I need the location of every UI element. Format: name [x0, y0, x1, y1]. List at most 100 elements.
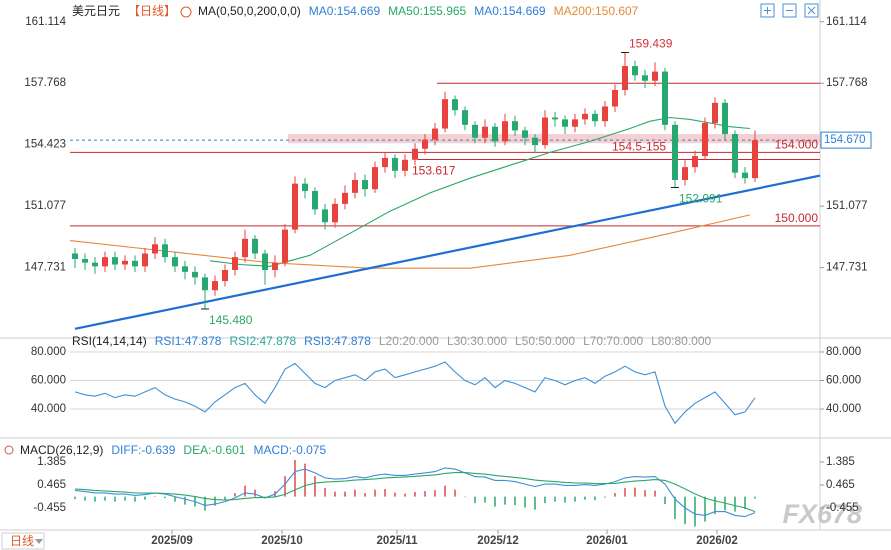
candle-body [472, 124, 478, 138]
candle-body [182, 266, 188, 272]
y-tick-label-right: 147.731 [826, 262, 868, 274]
candle-body [112, 257, 118, 265]
candle-body [302, 183, 308, 192]
period-button[interactable] [1, 532, 45, 550]
header-label: MA50:155.965 [388, 4, 466, 18]
candle-body [662, 71, 668, 125]
candle-body [522, 130, 528, 138]
candle-body [412, 148, 418, 160]
candle-body [132, 260, 138, 267]
candle-body [312, 191, 318, 210]
y-tick-label-right: 157.768 [826, 77, 868, 89]
candle-body [272, 262, 278, 271]
line-label: 153.617 [412, 164, 456, 178]
candle-body [322, 209, 328, 223]
y-tick-label-right: 161.114 [826, 16, 867, 28]
x-tick-label: 2025/11 [377, 535, 419, 547]
candle-body [372, 167, 378, 190]
header-label: DEA:-0.601 [183, 443, 245, 457]
y-tick-label: 80.000 [31, 346, 66, 358]
candle-body [232, 257, 238, 271]
icon[interactable] [760, 3, 775, 18]
moving-average [70, 214, 751, 269]
annotation-label: 159.439 [629, 37, 673, 51]
header-label: MA0:154.669 [474, 4, 546, 18]
candle-body [692, 156, 698, 168]
candle-body [212, 281, 218, 291]
y-tick-label-right: 151.077 [826, 200, 868, 212]
x-tick-label: 2026/01 [586, 535, 628, 547]
x-tick-label: 2025/10 [261, 535, 303, 547]
candle-body [422, 139, 428, 149]
candle-body [352, 179, 358, 193]
candle-body [82, 258, 88, 263]
candle-body [152, 244, 158, 254]
y-tick-label: 161.114 [25, 16, 66, 28]
header-label: RSI1:47.878 [155, 334, 222, 348]
candle-body [562, 119, 568, 127]
candle-body [512, 121, 518, 131]
settings-icon[interactable] [4, 445, 14, 455]
y-tick-label: 154.423 [24, 139, 66, 151]
trend-line [74, 174, 820, 330]
candle-body [202, 277, 208, 291]
toolbar-icons [760, 3, 819, 18]
candle-body [192, 271, 198, 278]
y-tick-label-right: -0.455 [826, 502, 859, 514]
header-label: MACD(26,12,9) [20, 443, 103, 457]
header-label: DIFF:-0.639 [111, 443, 175, 457]
candle-body [722, 102, 728, 135]
header-label: RSI3:47.878 [304, 334, 371, 348]
header-label: MA200:150.607 [554, 4, 639, 18]
candle-body [392, 157, 398, 171]
candle-body [382, 157, 388, 168]
icon-glyph [807, 6, 816, 15]
x-tick-label: 2026/02 [696, 535, 738, 547]
candle-body [482, 126, 488, 138]
candle-body [572, 119, 578, 127]
candle-body [162, 244, 168, 258]
y-tick-label: 0.465 [37, 479, 66, 491]
candle-body [682, 167, 688, 180]
header-label: L20:20.000 [379, 334, 439, 348]
header-label: MACD:-0.075 [253, 443, 326, 457]
candle-body [672, 124, 678, 180]
dropdown-arrow [35, 539, 43, 544]
annotation-label: 152.091 [679, 192, 723, 206]
candle-body [122, 260, 128, 265]
y-tick-label-right: 80.000 [826, 346, 861, 358]
candle-body [142, 253, 148, 267]
icon[interactable] [782, 3, 797, 18]
header-label: L80:80.000 [651, 334, 711, 348]
candle-body [262, 253, 268, 271]
header-label: RSI2:47.878 [229, 334, 296, 348]
moving-average [209, 116, 751, 267]
candle-body [362, 179, 368, 190]
candle-body [732, 134, 738, 173]
dea-line [74, 472, 756, 513]
line-label: 154.000 [775, 138, 819, 152]
candle-body [342, 192, 348, 204]
header-label: L50:50.000 [515, 334, 575, 348]
candle-body [242, 238, 248, 258]
plot-area [74, 361, 756, 425]
candle-body [72, 253, 78, 259]
candle-body [502, 121, 508, 142]
candle-body [602, 106, 608, 122]
candle-body [172, 257, 178, 267]
candle-body [592, 113, 598, 122]
candle-body [542, 117, 548, 146]
candle-body [432, 128, 438, 140]
annotation-label: 145.480 [209, 313, 253, 327]
header-label: L30:30.000 [447, 334, 507, 348]
line-label: 150.000 [775, 211, 819, 225]
icon[interactable] [804, 3, 819, 18]
candle-body [752, 140, 758, 179]
plot-area: 154.5-155 154.000 153.617 150.000 159.439 145… [70, 37, 820, 330]
candle-body [612, 89, 618, 107]
y-tick-label: 157.768 [24, 77, 66, 89]
candle-body [642, 75, 648, 81]
candle-body [492, 126, 498, 142]
header-label: 美元日元 [72, 4, 120, 18]
y-tick-label: 40.000 [31, 403, 66, 415]
